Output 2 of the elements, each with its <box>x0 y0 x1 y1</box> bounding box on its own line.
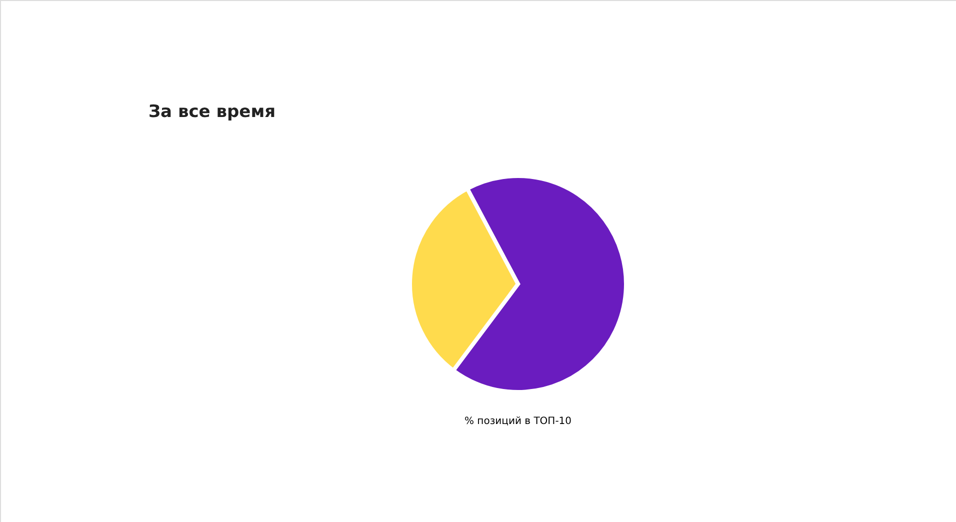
text: За все время <box>148 102 276 122</box>
text: % позиций в ТОП-10 <box>464 416 572 427</box>
